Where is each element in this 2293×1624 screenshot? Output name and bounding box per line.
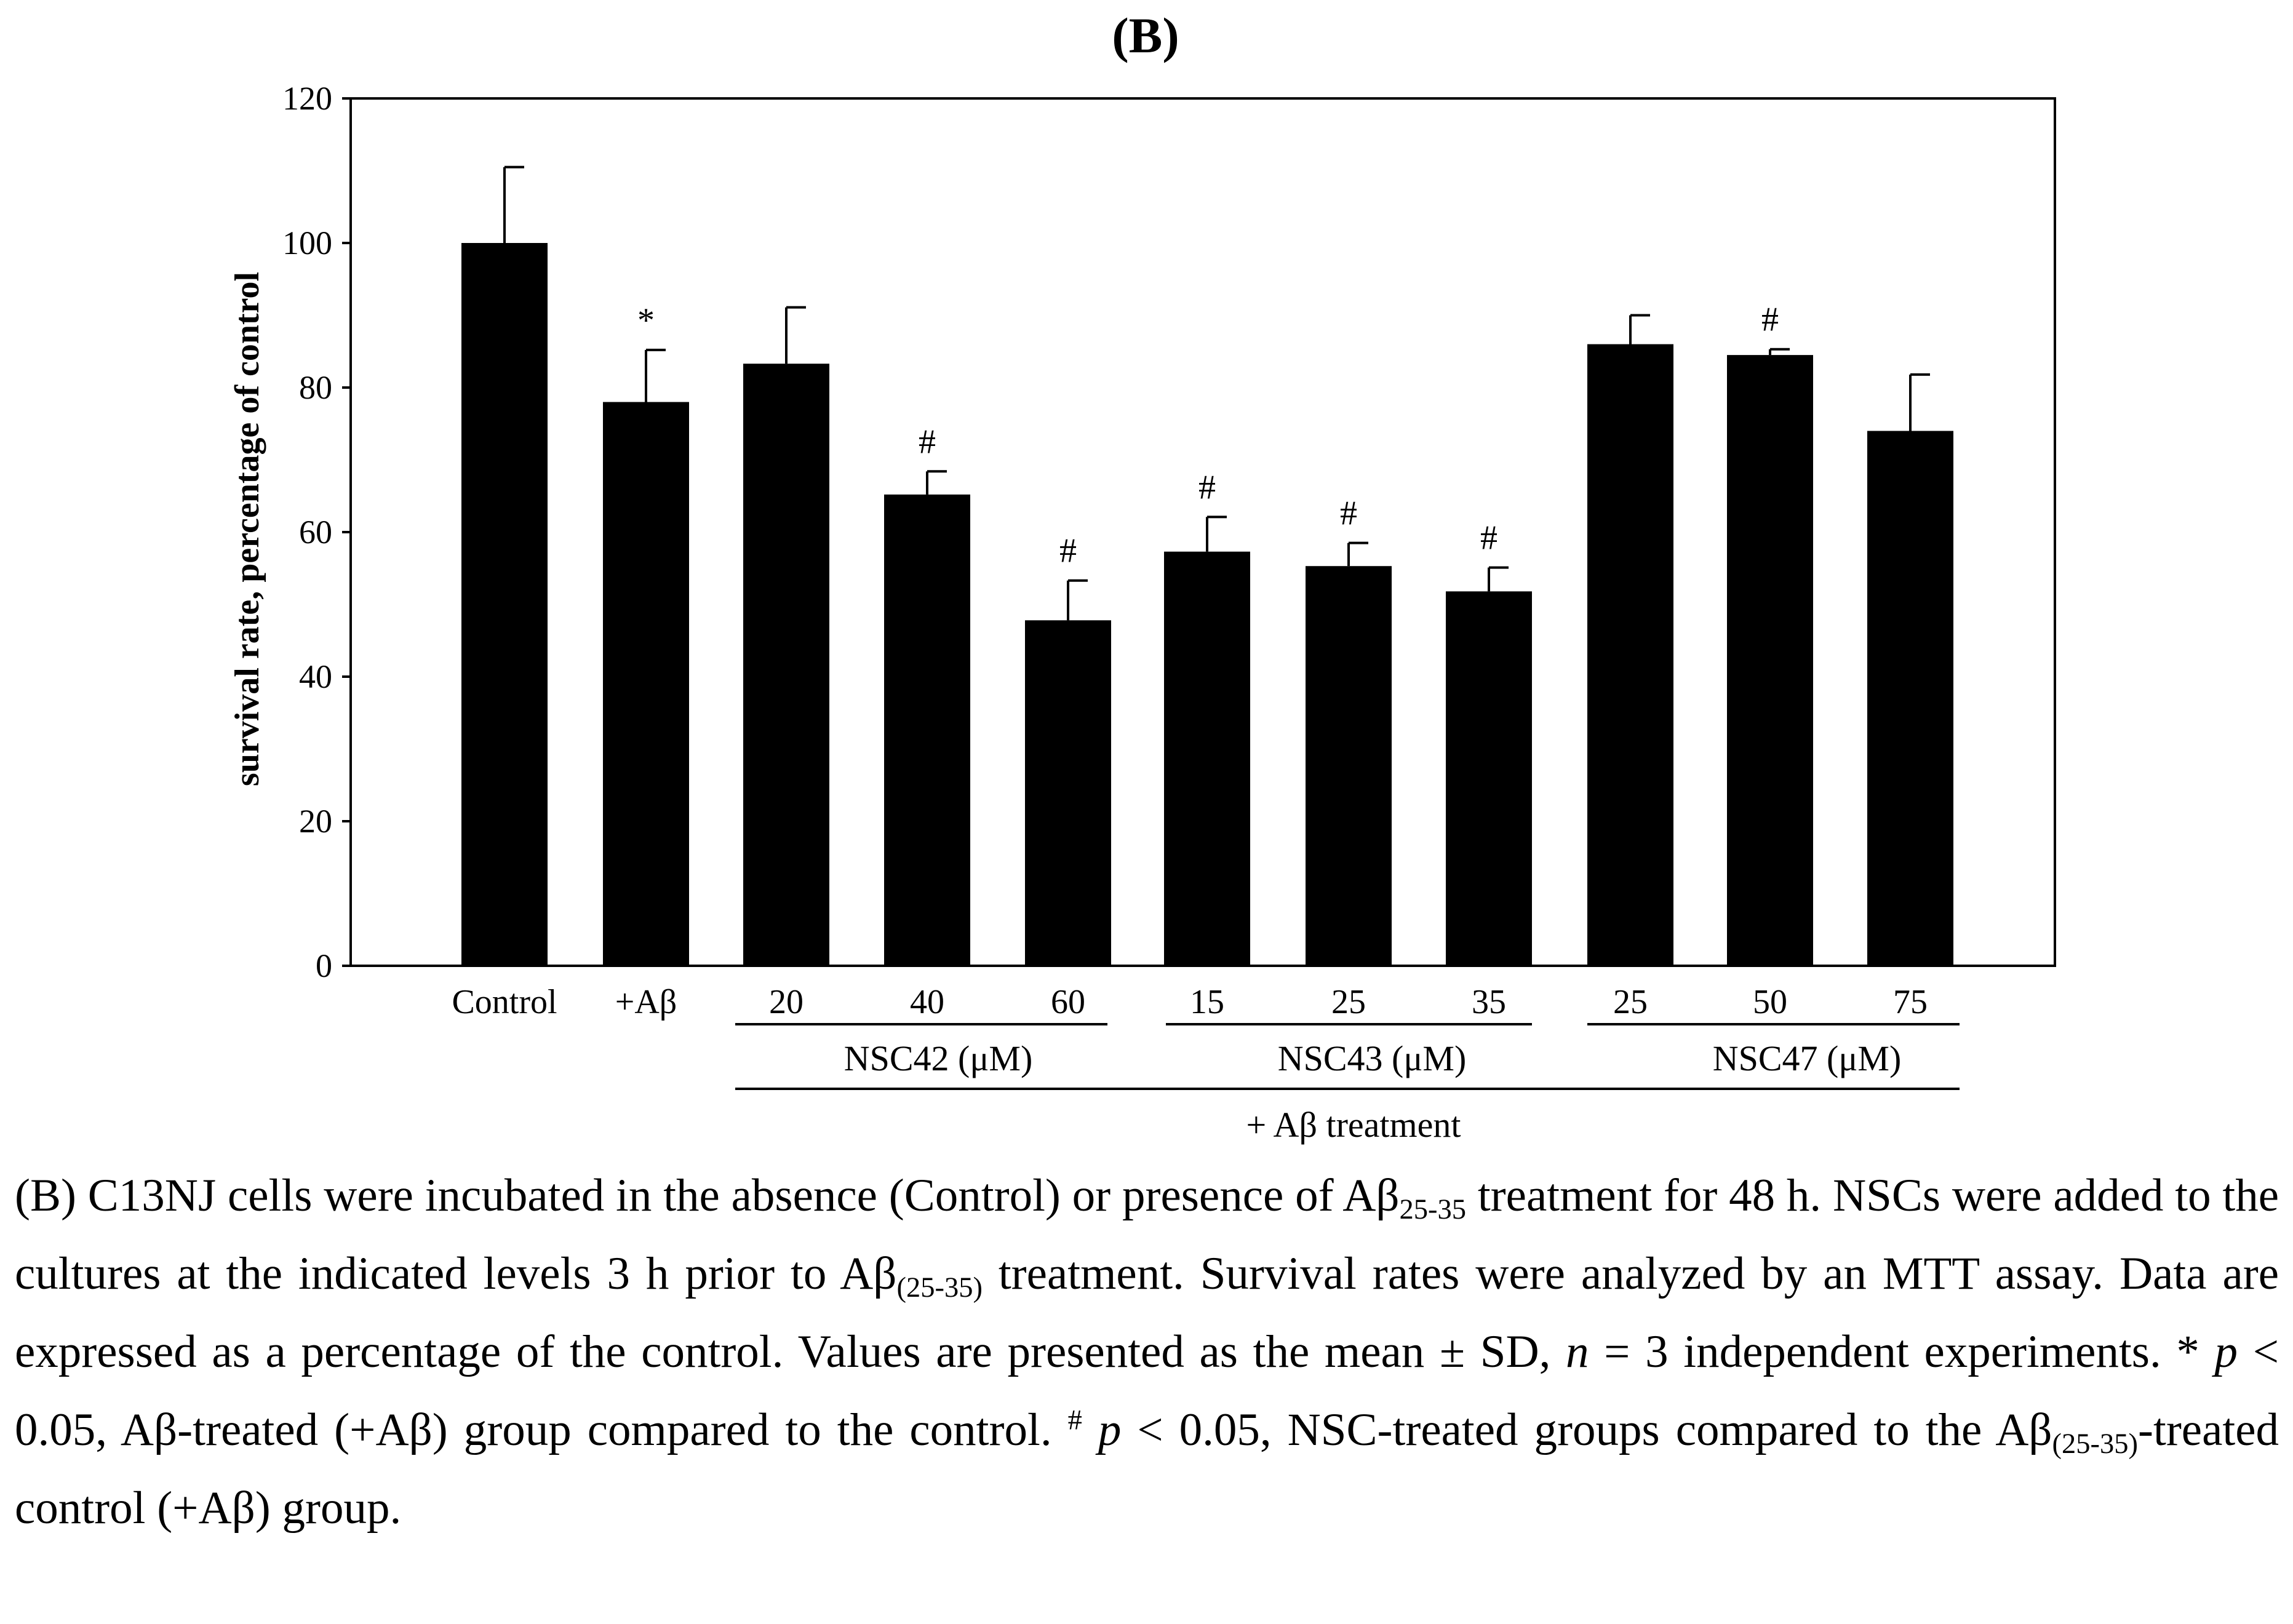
bar-chart: (B) survival rate, percentage of control… (228, 7, 2056, 1090)
group-label-nsc42: NSC42 (μM) (844, 1038, 1033, 1078)
group-label-nsc47: NSC47 (μM) (1713, 1038, 1902, 1078)
caption-subscript-2: (25-35) (896, 1272, 983, 1304)
caption-text-7: -treated control (+Aβ) group. (15, 1404, 2279, 1534)
caption-text-1: (B) C13NJ cells were incubated in the ab… (15, 1170, 1400, 1221)
y-tick-label-40: 40 (299, 658, 332, 695)
x-tick-label-6: 25 (1331, 983, 1366, 1021)
caption-text-4: = 3 independent experiments. * (1589, 1326, 2215, 1377)
x-tick-label-1: +Aβ (615, 983, 677, 1021)
caption-subscript-3: (25-35) (2052, 1428, 2139, 1460)
x-tick-label-9: 50 (1753, 983, 1787, 1021)
bar-3 (884, 494, 970, 966)
caption-text-3: treatment. Survival rates were analyzed … (15, 1248, 2279, 1377)
x-tick-label-0: Control (452, 983, 557, 1021)
bar-6 (1306, 566, 1392, 966)
figure-caption: (B) C13NJ cells were incubated in the ab… (15, 1156, 2279, 1547)
x-tick-label-4: 60 (1051, 983, 1085, 1021)
x-tick-label-5: 15 (1190, 983, 1224, 1021)
caption-text-6: < 0.05, NSC-treated groups compared to t… (1121, 1404, 2052, 1455)
bar-5 (1164, 551, 1250, 966)
bar-0 (461, 243, 548, 966)
caption-subscript-1: 25-35 (1399, 1194, 1467, 1226)
x-tick-label-10: 75 (1893, 983, 1928, 1021)
caption-hash-superscript: # (1067, 1404, 1082, 1436)
x-tick-label-2: 20 (769, 983, 804, 1021)
significance-mark-4: # (1059, 532, 1077, 570)
caption-text-2: treatment for 48 h. NSCs were added to t… (15, 1170, 2279, 1299)
bar-9 (1727, 355, 1813, 966)
bar-4 (1025, 620, 1111, 966)
significance-mark-9: # (1761, 301, 1779, 339)
x-tick-label-8: 25 (1613, 983, 1648, 1021)
bar-10 (1867, 431, 1953, 966)
bar-1 (603, 402, 689, 966)
super-group-label: + Aβ treatment (1246, 1105, 1461, 1145)
group-labels: NSC42 (μM) NSC43 (μM) NSC47 (μM) + Aβ tr… (844, 1038, 1902, 1145)
significance-mark-7: # (1480, 519, 1497, 557)
significance-mark-5: # (1198, 468, 1216, 506)
y-tick-label-80: 80 (299, 369, 332, 406)
bar-8 (1587, 344, 1673, 966)
bar-7 (1446, 591, 1532, 966)
y-tick-label-120: 120 (282, 80, 332, 117)
caption-text-5: < 0.05, Aβ-treated (+Aβ) group compared … (15, 1326, 2279, 1455)
y-tick-label-60: 60 (299, 514, 332, 551)
y-tick-label-0: 0 (316, 947, 332, 984)
group-label-nsc43: NSC43 (μM) (1278, 1038, 1467, 1078)
significance-mark-6: # (1340, 495, 1357, 533)
plot-area: 0 20 40 60 80 100 120 Control * +Aβ 20 #40 #60 #15 #25… (282, 80, 2056, 1090)
y-tick-label-20: 20 (299, 803, 332, 840)
caption-p-symbol-1: p (2214, 1326, 2238, 1377)
significance-mark-1: * (637, 301, 655, 340)
caption-p-symbol-2: p (1082, 1404, 1122, 1455)
x-tick-label-3: 40 (910, 983, 944, 1021)
figure: (B) survival rate, percentage of control… (228, 7, 2056, 1145)
x-tick-label-7: 35 (1472, 983, 1506, 1021)
y-axis-label: survival rate, percentage of control (228, 272, 266, 786)
significance-mark-3: # (919, 423, 936, 461)
chart-title: (B) (1112, 7, 1179, 63)
caption-n-symbol: n (1566, 1326, 1589, 1377)
bar-2 (743, 364, 829, 966)
y-tick-label-100: 100 (282, 225, 332, 261)
